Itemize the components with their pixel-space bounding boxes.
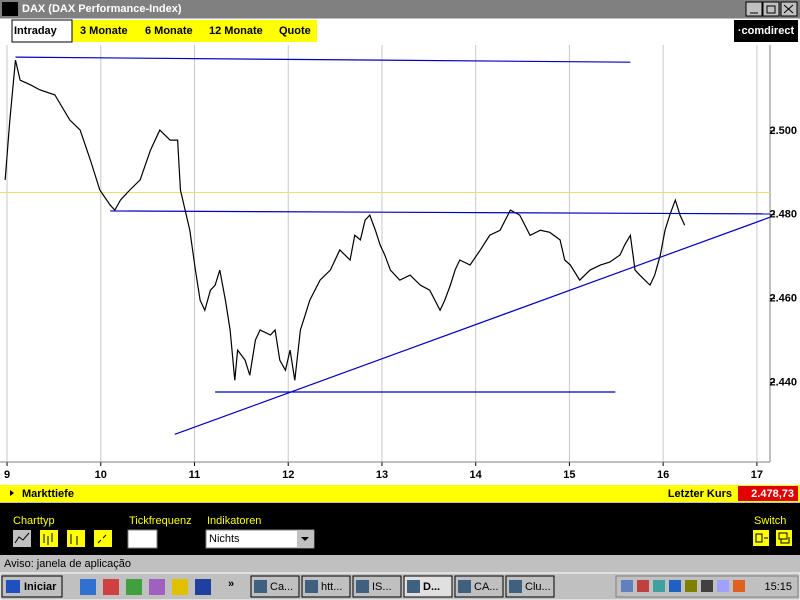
status-bar [0,556,800,572]
y-tick-label: 2.440 [769,376,797,388]
title-bar [0,0,800,18]
start-label: Iniciar [24,581,57,593]
series-line [4,59,686,381]
x-tick-label: 12 [282,469,294,481]
tray-icon[interactable] [621,580,633,592]
ql-icon[interactable] [126,579,142,595]
task-icon [305,580,318,593]
ql-icon[interactable] [195,579,211,595]
task-label: D... [423,581,440,593]
ql-icon[interactable] [80,579,96,595]
candle-type-button[interactable] [67,530,85,547]
switch-button-2[interactable] [776,530,792,546]
series-line [15,56,631,63]
maximize-button[interactable] [762,1,780,17]
tick-input[interactable] [127,529,158,549]
tab-strip [72,20,317,42]
window-buttons [745,1,798,17]
tick-label: Tickfrequenz [129,515,192,527]
task-label: Clu... [525,581,551,593]
x-tick-label: 13 [376,469,388,481]
task-icon [458,580,471,593]
x-tick-label: 10 [95,469,107,481]
x-tick-label: 11 [189,469,201,481]
last-price-box [738,486,798,501]
chart-type-buttons [13,530,112,547]
quick-launch: » [80,578,234,595]
indicators-label: Indikatoren [207,515,261,527]
task-icon [407,580,420,593]
status-text: Aviso: janela de aplicação [4,558,131,570]
tray-icons [621,580,745,592]
y-tick-label: 2.460 [769,292,797,304]
logo: ·comdirect [738,25,795,37]
y-tick-label: 2.480 [769,209,797,221]
task-label: IS... [372,581,392,593]
indicator-select[interactable] [205,529,315,549]
tray-icon[interactable] [685,580,697,592]
more-arrows[interactable]: » [228,578,234,590]
switch-glyphs [755,532,790,544]
tray-icon[interactable] [653,580,665,592]
chart-type-label: Charttyp [13,515,55,527]
tray-icon[interactable] [733,580,745,592]
ql-icon[interactable] [149,579,165,595]
tab[interactable]: 3 Monate [80,25,128,37]
ohlc-type-button[interactable] [40,530,58,547]
line-type-button[interactable] [13,530,31,547]
minimize-button[interactable] [745,1,763,17]
info-bar [0,485,800,502]
x-tick-label: 16 [657,469,669,481]
task-label: Ca... [270,581,293,593]
button-glyphs [750,4,794,14]
tray-icon[interactable] [637,580,649,592]
tray-icon[interactable] [717,580,729,592]
task-icon [509,580,522,593]
task-icon [356,580,369,593]
tab[interactable]: Intraday [14,25,58,37]
active-tab [11,19,73,43]
clock: 15:15 [764,581,792,593]
tray-icon[interactable] [701,580,713,592]
task-label: CA... [474,581,498,593]
window-title: DAX (DAX Performance-Index) [22,3,182,15]
tab[interactable]: Quote [279,25,311,37]
last-price: 2.478,73 [751,488,794,500]
x-tick-label: 14 [470,469,483,481]
tray-icon[interactable] [669,580,681,592]
depth-link[interactable]: Markttiefe [22,488,74,500]
ql-icon[interactable] [172,579,188,595]
control-panel [0,503,800,555]
logo-box [734,20,798,42]
point-type-button[interactable] [94,530,112,547]
start-logo [6,580,20,593]
tab[interactable]: 6 Monate [145,25,193,37]
x-tick-label: 9 [4,469,10,481]
indicator-value: Nichts [209,533,240,545]
series-line [174,216,771,435]
last-price-label: Letzter Kurs [668,488,732,500]
task-icon [254,580,267,593]
expand-arrow [10,490,14,496]
y-tick-label: 2.500 [769,125,797,137]
task-label: htt... [321,581,342,593]
chart-area [0,44,800,485]
switch-label: Switch [754,515,786,527]
app-icon [2,2,18,16]
chart: 9 10 11 12 13 14 15 16 17 2.440 2.460 2.480 2.500 [0,45,797,481]
x-tick-label: 17 [751,469,763,481]
series-line [110,210,771,215]
tab[interactable]: 12 Monate [209,25,263,37]
x-tick-label: 15 [563,469,575,481]
select-arrow-glyph [301,537,309,541]
ql-icon[interactable] [103,579,119,595]
task-buttons: Ca... htt... IS... D... CA... Clu... [250,575,555,598]
type-glyphs [14,532,107,545]
